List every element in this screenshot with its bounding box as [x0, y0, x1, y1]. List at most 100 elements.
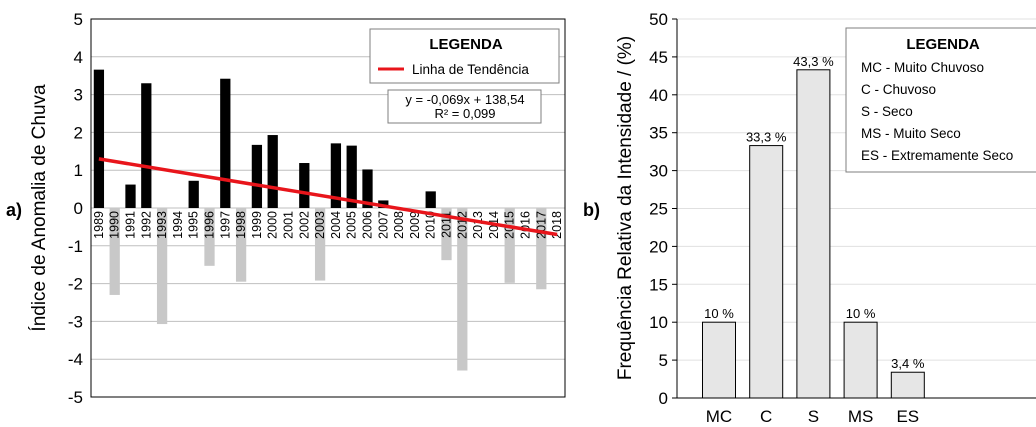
panel-a-x-tick-label: 2002	[297, 211, 311, 239]
panel-a-y-tick-label: 1	[74, 161, 83, 180]
panel-b-y-tick-label: 40	[649, 86, 668, 105]
panel-a-x-tick-label: 2006	[361, 211, 375, 239]
panel-a-bar	[93, 69, 105, 208]
panel-a-bar	[457, 208, 468, 371]
panel-a-trend-equation: y = -0,069x + 138,54	[405, 92, 524, 107]
panel-a-y-tick-label: 4	[74, 48, 83, 67]
panel-a-y-tick-labels: 5 4 3 2 1 0 -1 -2 -3 -4 -5	[68, 10, 83, 407]
panel-a-x-tick-label: 2003	[313, 211, 327, 239]
panel-a-x-tick-label: 2008	[392, 211, 406, 239]
panel-b-legend-item-c: C - Chuvoso	[861, 82, 936, 97]
panel-b-y-tick-label: 25	[649, 200, 668, 219]
panel-a-bar	[188, 180, 199, 208]
panel-b-label: b)	[583, 200, 600, 220]
panel-b-y-tick-label: 0	[659, 389, 668, 408]
panel-b-data-label: 43,3 %	[793, 54, 834, 69]
panel-a-bars	[93, 69, 547, 371]
panel-a-y-tick-label: -1	[68, 237, 83, 256]
panel-a-x-tick-label: 2018	[550, 211, 564, 239]
panel-a-x-tick-label: 1999	[250, 211, 264, 239]
panel-a-bar	[204, 208, 215, 266]
panel-b-y-tick-label: 50	[649, 10, 668, 29]
panel-a-y-tick-label: -5	[68, 388, 83, 407]
panel-b-data-label: 3,4 %	[891, 356, 925, 371]
panel-b-y-tick-label: 20	[649, 237, 668, 256]
panel-b-x-tick-label: ES	[896, 407, 919, 426]
panel-b-legend-item-s: S - Seco	[861, 104, 913, 119]
panel-a-x-tick-label: 2010	[424, 211, 438, 239]
panel-a-legend-box	[369, 28, 560, 84]
panel-b-y-tick-label: 45	[649, 48, 668, 67]
panel-a-bar	[141, 83, 152, 208]
panel-a-plot-frame	[90, 18, 566, 398]
panel-a-y-tick-label: 5	[74, 10, 83, 29]
panel-a-x-tick-label: 1992	[139, 211, 153, 239]
panel-a-x-tick-label: 2015	[503, 211, 517, 239]
panel-a-y-tick-label: 0	[74, 199, 83, 218]
panel-a-bar	[314, 208, 326, 281]
panel-a-legend-entry: Linha de Tendência	[412, 62, 529, 77]
panel-a-x-tick-label: 1989	[92, 211, 106, 239]
panel-a-x-tick-label: 2013	[471, 211, 485, 239]
panel-a-legend-title: LEGENDA	[429, 36, 503, 53]
panel-b-y-tick-label: 10	[649, 313, 668, 332]
panel-a-bar	[536, 208, 547, 290]
panel-a-bar	[441, 208, 452, 261]
panel-a-x-tick-label: 1997	[218, 211, 232, 239]
panel-a-x-tick-label: 1990	[108, 211, 122, 239]
panel-b-bar	[702, 321, 736, 399]
panel-a-bar	[504, 208, 515, 283]
panel-b-x-tick-label: S	[808, 407, 819, 426]
panel-b-legend: LEGENDA MC - Muito Chuvoso C - Chuvoso S…	[845, 27, 1036, 173]
panel-a-x-tick-label: 1993	[155, 211, 169, 239]
panel-b-y-tick-label: 5	[659, 351, 668, 370]
panel-a-bar	[425, 191, 436, 208]
panel-b-legend-item-mc: MC - Muito Chuvoso	[861, 60, 984, 75]
panel-a-equation-box	[387, 89, 542, 124]
panel-a-x-tick-label: 2001	[282, 211, 296, 239]
panel-a-x-tick-label: 1994	[171, 211, 185, 239]
panel-a-x-tick-label: 2012	[455, 211, 469, 239]
panel-a-x-tick-label: 2009	[408, 211, 422, 239]
panel-b-data-label: 10 %	[846, 306, 876, 321]
panel-a-y-tick-label: -3	[68, 312, 83, 331]
panel-a-bar	[267, 135, 278, 208]
panel-a-y-axis-title: Índice de Anomalia de Chuva	[29, 84, 50, 332]
panel-a-legend: LEGENDA Linha de Tendência y = -0,069x +…	[369, 28, 560, 124]
panel-b-x-tick-label: MC	[706, 407, 732, 426]
panel-a-y-tick-label: -4	[68, 350, 83, 369]
panel-a-trend-line	[98, 157, 558, 237]
panel-b-x-tick-label: C	[760, 407, 772, 426]
panel-a-x-tick-label: 2004	[329, 211, 343, 239]
panel-b-x-tick-label: MS	[848, 407, 874, 426]
panel-a-bar	[156, 208, 168, 325]
panel-a-x-tick-label: 1995	[187, 211, 201, 239]
panel-a-bar	[125, 184, 136, 208]
panel-a-x-tick-label: 2007	[376, 211, 390, 239]
panel-a-bar	[235, 208, 247, 282]
panel-a-bar	[330, 143, 342, 208]
panel-b-bar	[749, 145, 784, 399]
panel-b-data-label: 10 %	[704, 306, 734, 321]
panel-b-y-tick-label: 35	[649, 124, 668, 143]
panel-b-x-tick-labels: MC C S MS ES	[706, 407, 919, 426]
panel-b-y-tick-label: 30	[649, 162, 668, 181]
panel-a-bar	[220, 78, 231, 208]
panel-a-bar	[251, 144, 263, 208]
panel-a-y-tick-label: 3	[74, 86, 83, 105]
panel-a-x-tick-label: 2000	[266, 211, 280, 239]
panel-b-legend-box	[845, 27, 1036, 173]
panel-a-label: a)	[6, 200, 22, 220]
panel-b-bar	[890, 371, 925, 399]
panel-b-y-axis-title: Frequência Relativa da Intensidade / (%)	[615, 36, 636, 380]
panel-b-bars	[702, 69, 925, 399]
panel-a-trend-r2: R² = 0,099	[434, 106, 495, 121]
panel-a-bar	[346, 145, 357, 208]
panel-a-y-tick-label: 2	[74, 123, 83, 142]
panel-b-legend-title: LEGENDA	[906, 36, 980, 53]
panel-b-bar	[796, 69, 831, 399]
